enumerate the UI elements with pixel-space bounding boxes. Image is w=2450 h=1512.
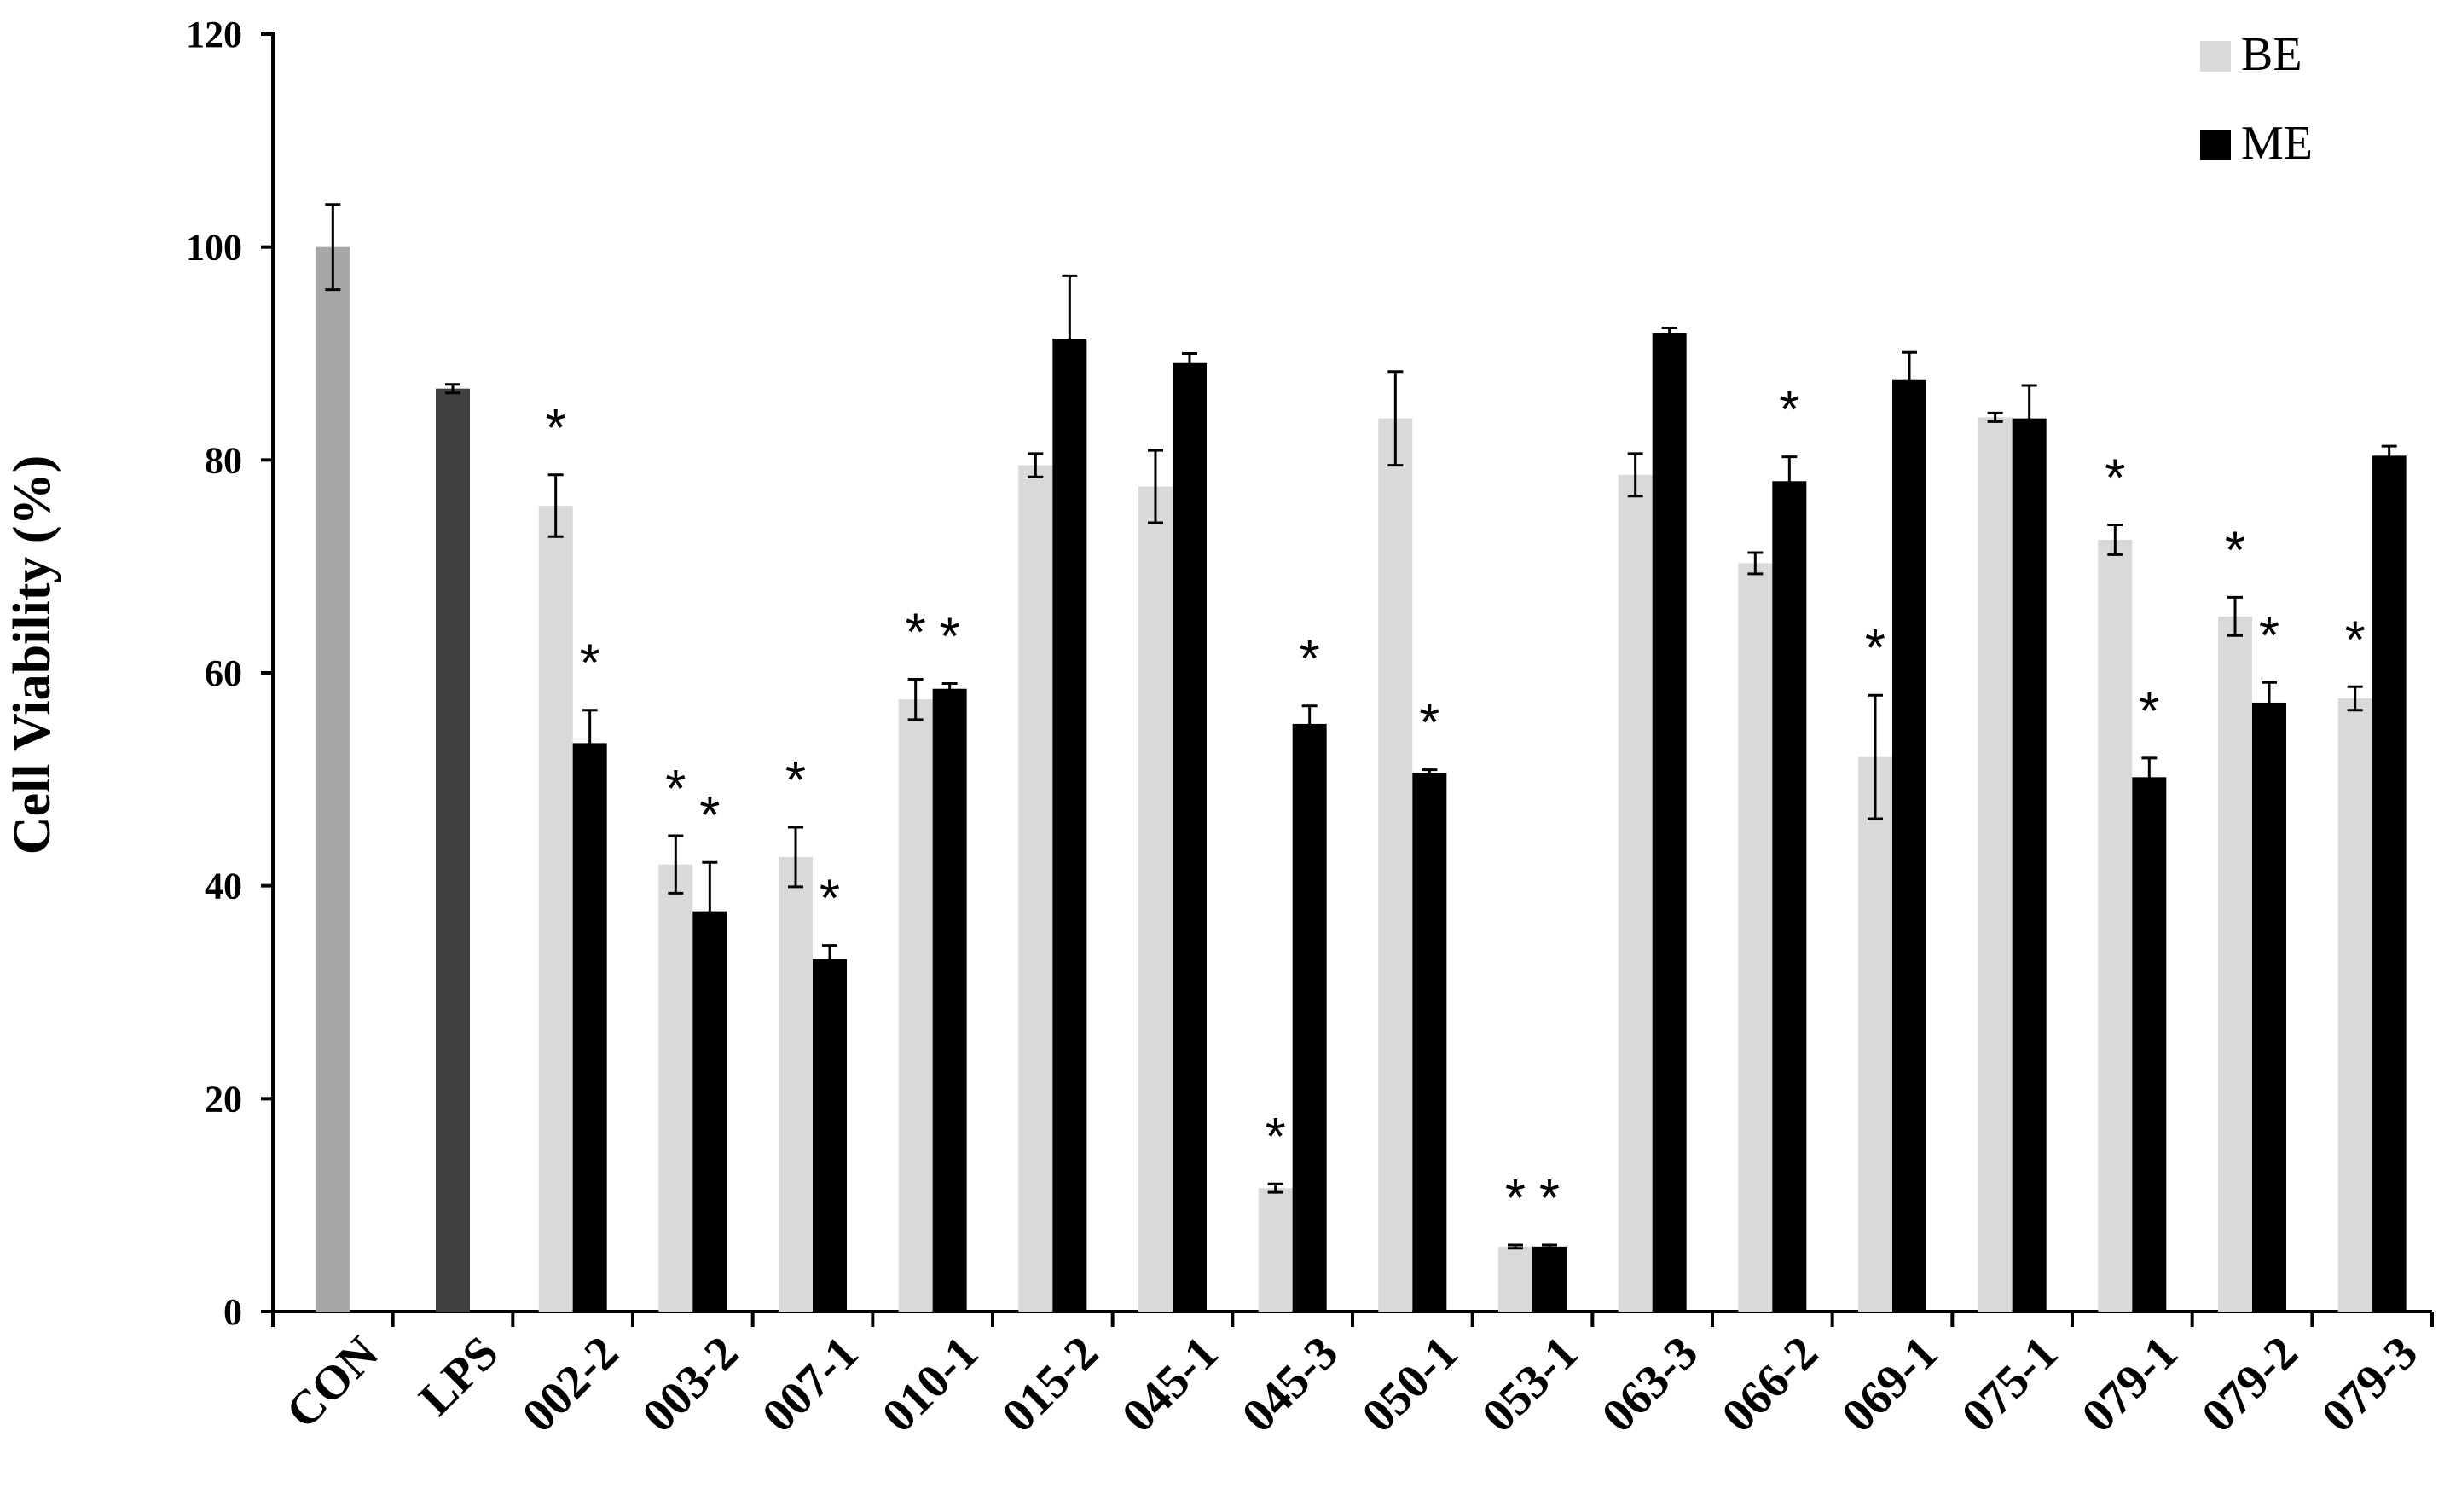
significance-marker: * xyxy=(906,604,926,663)
y-tick-label: 20 xyxy=(205,1078,242,1120)
x-category-label: 045-1 xyxy=(1112,1326,1228,1442)
bar-me xyxy=(1412,773,1447,1312)
significance-marker: * xyxy=(820,870,840,929)
significance-marker: * xyxy=(1266,1108,1286,1167)
significance-marker: * xyxy=(2105,449,2125,508)
x-category-label: 079-2 xyxy=(2192,1326,2308,1442)
bar-me xyxy=(692,911,727,1312)
bar-be xyxy=(2337,698,2372,1312)
significance-marker: * xyxy=(2225,521,2245,580)
x-category-label: 069-1 xyxy=(1832,1326,1948,1442)
bar-be xyxy=(1378,418,1413,1312)
bar-me xyxy=(1532,1246,1567,1312)
bar-be xyxy=(1258,1188,1293,1312)
legend-label-me: ME xyxy=(2241,117,2313,170)
bar-be xyxy=(2098,539,2133,1312)
bar-me xyxy=(1652,333,1687,1312)
significance-marker: * xyxy=(2259,606,2279,665)
bar-be xyxy=(1858,756,1892,1312)
bar-me xyxy=(2372,455,2407,1312)
bar-lps xyxy=(436,388,470,1312)
y-tick-label: 40 xyxy=(205,866,242,907)
x-category-label: 053-1 xyxy=(1472,1326,1588,1442)
x-category-label: CON xyxy=(276,1326,389,1439)
legend-label-be: BE xyxy=(2241,28,2302,81)
bar-me xyxy=(2132,777,2167,1312)
x-category-label: 003-2 xyxy=(633,1326,749,1442)
bar-be xyxy=(1138,486,1173,1312)
bar-me xyxy=(1292,723,1327,1312)
bar-be xyxy=(1978,417,2013,1312)
y-tick-label: 80 xyxy=(205,439,242,481)
bar-me xyxy=(572,743,607,1312)
significance-marker: * xyxy=(1300,630,1320,689)
bar-be xyxy=(1738,563,1773,1312)
y-tick-label: 0 xyxy=(223,1291,242,1333)
x-category-label: 045-3 xyxy=(1232,1326,1348,1442)
x-category-label: 015-2 xyxy=(993,1326,1109,1442)
bar-me xyxy=(932,688,967,1312)
bar-be xyxy=(1498,1246,1532,1312)
significance-marker: * xyxy=(699,786,720,845)
legend-swatch-me xyxy=(2200,130,2231,160)
x-category-label: 075-1 xyxy=(1952,1326,2068,1442)
bar-be xyxy=(1618,474,1653,1312)
bar-be xyxy=(779,856,813,1312)
bar-me xyxy=(1772,481,1807,1312)
y-tick-label: 60 xyxy=(205,652,242,694)
significance-marker: * xyxy=(940,608,960,667)
bar-me xyxy=(1052,339,1087,1312)
bar-me xyxy=(2012,418,2047,1312)
significance-marker: * xyxy=(2139,682,2159,741)
bar-be xyxy=(2218,616,2252,1312)
x-category-label: 079-1 xyxy=(2072,1326,2188,1442)
significance-marker: * xyxy=(2345,611,2366,669)
significance-marker: * xyxy=(580,634,600,693)
bar-me xyxy=(1892,379,1926,1312)
y-tick-label: 120 xyxy=(186,14,242,55)
x-category-label: LPS xyxy=(409,1326,508,1425)
significance-marker: * xyxy=(1505,1169,1526,1228)
significance-marker: * xyxy=(1865,619,1885,678)
x-category-label: 066-2 xyxy=(1712,1326,1828,1442)
x-category-label: 079-3 xyxy=(2312,1326,2428,1442)
significance-marker: * xyxy=(1419,694,1439,753)
y-tick-label: 100 xyxy=(186,227,242,269)
bar-be xyxy=(658,864,693,1312)
x-category-label: 002-2 xyxy=(513,1326,628,1442)
bar-be xyxy=(1018,465,1053,1312)
bar-be xyxy=(898,699,933,1312)
y-axis-label: Cell Viability (%) xyxy=(3,455,61,854)
x-category-label: 010-1 xyxy=(872,1326,988,1442)
x-category-label: 007-1 xyxy=(752,1326,868,1442)
significance-marker: * xyxy=(1779,381,1799,440)
significance-marker: * xyxy=(1539,1169,1560,1228)
legend-swatch-be xyxy=(2200,41,2231,72)
significance-marker: * xyxy=(546,399,566,458)
bar-con xyxy=(316,246,350,1312)
x-category-label: 050-1 xyxy=(1352,1326,1468,1442)
significance-marker: * xyxy=(785,751,806,810)
bar-be xyxy=(538,506,573,1312)
significance-marker: * xyxy=(665,760,686,819)
bar-me xyxy=(1173,362,1207,1312)
bar-me xyxy=(2252,702,2286,1312)
x-category-label: 063-3 xyxy=(1592,1326,1708,1442)
bar-me xyxy=(813,959,847,1312)
